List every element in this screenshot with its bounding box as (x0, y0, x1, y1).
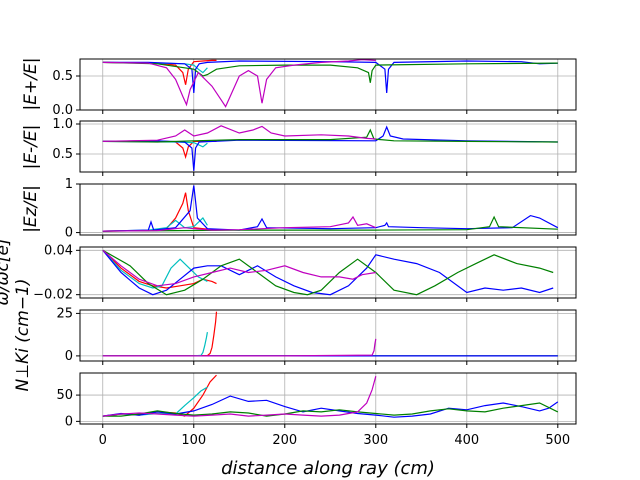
panel-3-series-red (102, 192, 217, 232)
panel-3-ytick-label: 1 (65, 177, 73, 192)
panel-3-frame (79, 183, 577, 236)
x-tick-label: 500 (545, 433, 570, 448)
panel-6-frame (79, 372, 577, 425)
panel-6-ytick-label: 0 (65, 414, 73, 429)
panel-5-ytick-label: 25 (56, 306, 73, 321)
panel-1-ytick-label: 0.5 (52, 69, 73, 84)
panel-4-ytick-label: −0.02 (33, 288, 73, 303)
panel-4-series-magenta (102, 249, 376, 287)
panel-4-series-cyan (102, 249, 208, 289)
x-tick-label: 400 (454, 433, 479, 448)
panel-2-ytick-label: 1.0 (52, 117, 73, 132)
panel-3-ylabel: |Ez/E| (21, 185, 41, 233)
panel-1-series-green (102, 61, 558, 83)
panel-5-ytick-label: 0 (65, 349, 73, 364)
panel-5-series-magenta (102, 338, 377, 357)
panel-6-series-magenta (102, 376, 377, 417)
panel-1-frame (79, 58, 577, 111)
x-tick-label: 0 (99, 433, 107, 448)
panel-6-series-green (102, 402, 559, 417)
panel-2-series-green (102, 128, 558, 143)
panel-6-series-blue (102, 395, 559, 418)
panel-2-series-red (102, 140, 217, 160)
panel-6-ytick-label: 50 (56, 388, 73, 403)
panel-5-ylabel: N⊥Ki (cm−1) (13, 278, 33, 391)
panel-4-ylabel: ω/ωc[e] (0, 238, 13, 305)
panel-4-ytick-label: 0.04 (44, 243, 73, 258)
panel-5-frame (79, 309, 577, 362)
panel-1-series-magenta (102, 59, 376, 108)
x-tick-label: 200 (272, 433, 297, 448)
panel-4-series-green (102, 249, 554, 296)
x-tick-label: 100 (181, 433, 206, 448)
panel-5-series-red (102, 311, 218, 357)
panel-4-series-red (102, 249, 217, 289)
panel-4-series-blue (102, 249, 554, 296)
panel-1-ylabel: |E+/E| (21, 58, 41, 111)
panel-1-series-red (102, 59, 217, 85)
panel-2-ylabel: |E-/E| (21, 125, 41, 170)
panel-3-series-cyan (102, 217, 208, 232)
x-axis-label: distance along ray (cm) (221, 458, 435, 479)
x-tick-label: 300 (363, 433, 388, 448)
panel-6-series-red (102, 374, 217, 417)
panel-4-frame (79, 246, 577, 299)
panel-3-series-magenta (102, 215, 377, 232)
panel-3-ytick-label: 0 (65, 226, 73, 241)
panel-5-series-cyan (102, 331, 208, 357)
panel-2-frame (79, 120, 577, 173)
panel-2-series-blue (102, 125, 558, 171)
panel-2-ytick-label: 0.5 (52, 147, 73, 162)
panel-1-ytick-label: 0.0 (52, 103, 73, 118)
panel-2-series-magenta (102, 125, 376, 142)
